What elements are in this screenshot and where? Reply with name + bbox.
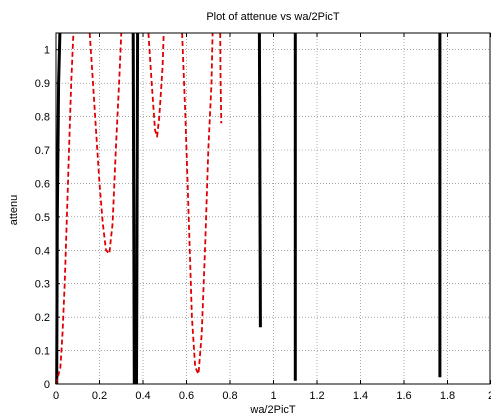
y-tick-label: 0.4 [35, 245, 50, 257]
x-tick-label: 0.6 [179, 390, 194, 402]
x-tick-label: 1.8 [440, 390, 455, 402]
x-tick-label: 2 [488, 390, 491, 402]
series-1-segment-1 [55, 32, 62, 385]
x-tick-label: 1 [270, 390, 276, 402]
x-tick-label: 0.8 [222, 390, 237, 402]
series-2-segment-5 [219, 32, 223, 124]
y-axis-label: attenu [8, 195, 20, 226]
y-tick-label: 0.6 [35, 178, 50, 190]
y-tick-label: 0.8 [35, 112, 50, 124]
tick-layer: 0 0.2 0.4 0.6 0.8 1 1.2 1.4 1.6 1.8 2 0 0.1 0.2 0.3 0.4… [35, 33, 491, 402]
grid-layer [56, 33, 490, 384]
y-tick-label: 0.5 [35, 212, 50, 224]
series-2-segment-1 [55, 32, 75, 385]
x-tick-label: 0.4 [135, 390, 150, 402]
y-tick-label: 0 [44, 379, 50, 391]
series-2-segment-3 [147, 32, 165, 138]
series-2-segment-2 [88, 32, 123, 255]
series-1-segment-4 [257, 32, 262, 328]
series-1-segment-2 [131, 32, 136, 385]
x-tick-label: 1.6 [396, 390, 411, 402]
x-tick-label: 1.4 [353, 390, 368, 402]
y-tick-label: 1 [44, 45, 50, 57]
y-tick-label: 0.1 [35, 346, 50, 358]
y-tick-label: 0.3 [35, 279, 50, 291]
y-tick-label: 0.7 [35, 145, 50, 157]
series-2-segment-4 [181, 32, 214, 375]
y-tick-label: 0.9 [35, 78, 50, 90]
series-layer [55, 32, 442, 385]
x-tick-label: 1.2 [309, 390, 324, 402]
chart-title: Plot of attenue vs wa/2PicT [206, 11, 340, 23]
x-axis-label: wa/2PicT [249, 404, 296, 416]
plot-frame [55, 32, 491, 385]
series-1-segment-3 [135, 32, 140, 385]
y-tick-label: 0.2 [35, 312, 50, 324]
x-tick-label: 0 [53, 390, 59, 402]
x-tick-label: 0.2 [92, 390, 107, 402]
